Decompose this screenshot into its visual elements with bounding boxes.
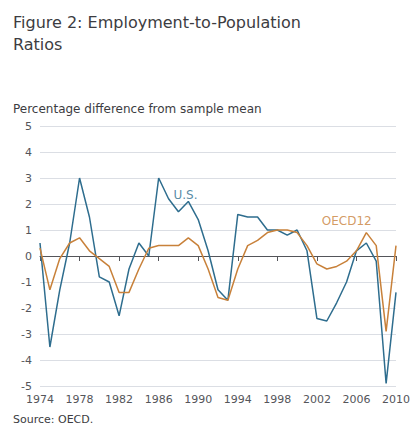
svg-text:2010: 2010 (382, 393, 410, 406)
svg-text:1978: 1978 (66, 393, 94, 406)
svg-text:5: 5 (25, 120, 32, 133)
svg-text:Percentage difference from sam: Percentage difference from sample mean (13, 102, 262, 116)
svg-text:1974: 1974 (26, 393, 54, 406)
svg-text:Figure 2: Employment-to-Popula: Figure 2: Employment-to-Population (13, 13, 301, 32)
svg-text:-3: -3 (21, 328, 32, 341)
svg-text:2002: 2002 (303, 393, 331, 406)
svg-text:OECD12: OECD12 (322, 214, 372, 228)
svg-text:0: 0 (25, 250, 32, 263)
svg-text:-1: -1 (21, 276, 32, 289)
svg-text:1: 1 (25, 224, 32, 237)
svg-text:-4: -4 (21, 354, 32, 367)
svg-text:1998: 1998 (263, 393, 291, 406)
svg-text:2: 2 (25, 198, 32, 211)
svg-text:1982: 1982 (105, 393, 133, 406)
svg-text:1990: 1990 (184, 393, 212, 406)
svg-text:1994: 1994 (224, 393, 252, 406)
svg-text:-5: -5 (21, 380, 32, 393)
svg-text:2006: 2006 (342, 393, 370, 406)
svg-text:Ratios: Ratios (13, 35, 62, 54)
svg-text:U.S.: U.S. (174, 188, 198, 202)
svg-text:Source: OECD.: Source: OECD. (13, 413, 93, 426)
svg-text:-2: -2 (21, 302, 32, 315)
svg-text:3: 3 (25, 172, 32, 185)
svg-text:4: 4 (25, 146, 32, 159)
svg-text:1986: 1986 (145, 393, 173, 406)
